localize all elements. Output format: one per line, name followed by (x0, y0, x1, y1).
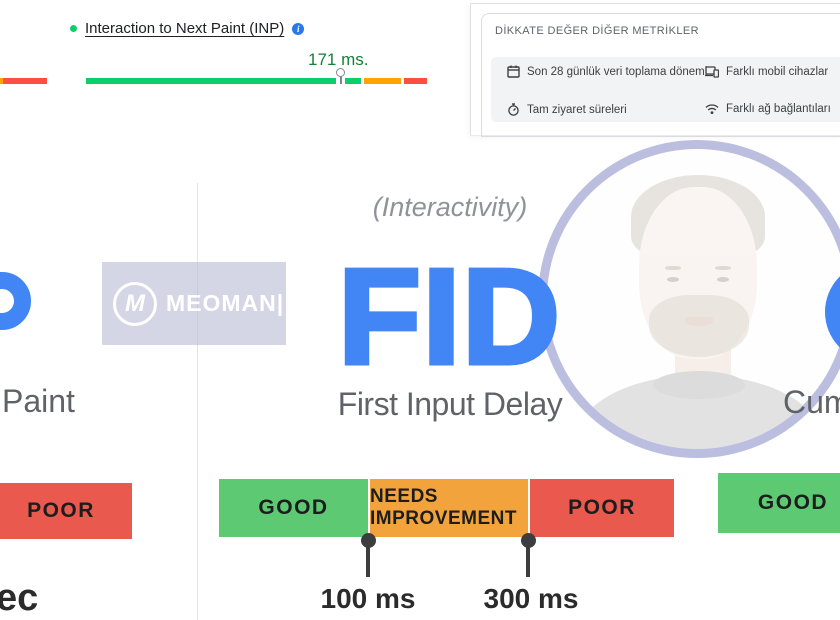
panel-item-label: Tam ziyaret süreleri (527, 103, 627, 116)
panel-item-network-connections: Farklı ağ bağlantıları (705, 103, 831, 115)
fid-subtitle: (Interactivity) (372, 192, 528, 222)
brand-watermark: M MEOMAN| (102, 262, 286, 345)
lcp-threshold-fragment: ec (0, 577, 39, 619)
panel-item-collection-period: Son 28 günlük veri toplama dönemi (507, 65, 707, 78)
panel-item-label: Farklı ağ bağlantıları (726, 103, 831, 115)
other-metrics-panel: DİKKATE DEĞER DİĞER METRİKLER Son 28 gün… (470, 3, 840, 137)
fid-acronym: FID (336, 241, 562, 392)
inp-metric-link[interactable]: Interaction to Next Paint (INP) (85, 20, 285, 37)
green-status-dot (70, 25, 77, 32)
poor-label: POOR (27, 499, 95, 522)
threshold-marker-stem (526, 547, 530, 577)
cls-good-bar: GOOD (718, 473, 840, 533)
threshold-marker-dot (521, 533, 536, 548)
threshold-marker-dot (361, 533, 376, 548)
threshold-100ms-label: 100 ms (320, 583, 416, 614)
avatar (538, 140, 840, 458)
panel-item-full-visit: Tam ziyaret süreleri (507, 103, 627, 116)
inp-value-label: 171 ms. (308, 50, 369, 69)
panel-item-label: Son 28 günlük veri toplama dönemi (527, 65, 708, 78)
prev-metric-bar-poor-segment (3, 78, 47, 84)
fid-good-bar: GOOD (219, 479, 368, 537)
lcp-partial-letter (0, 272, 31, 330)
inp-bar-poor-segment (404, 78, 427, 84)
person-photo (547, 149, 840, 449)
panel-title: DİKKATE DEĞER DİĞER METRİKLER (495, 25, 699, 37)
cls-title-fragment: Cum (783, 384, 840, 420)
inp-bar-good-segment (345, 78, 361, 84)
inp-value-marker-stem (340, 76, 342, 84)
other-metrics-section: DİKKATE DEĞER DİĞER METRİKLER Son 28 gün… (481, 13, 840, 137)
panel-item-label: Farklı mobil cihazlar (726, 65, 829, 78)
wifi-icon (705, 104, 719, 114)
panel-item-mobile-devices: Farklı mobil cihazlar (705, 65, 828, 78)
prev-metric-bar-needs-segment (0, 78, 3, 84)
panel-items-box: Son 28 günlük veri toplama dönemi Farklı… (491, 57, 840, 122)
inp-bar-good-segment (86, 78, 336, 84)
brand-logo-icon: M (113, 281, 157, 326)
good-label: GOOD (757, 491, 829, 514)
lcp-title-fragment: Paint (2, 383, 75, 419)
fid-title: First Input Delay (337, 386, 563, 422)
fid-needs-improvement-bar: NEEDS IMPROVEMENT (370, 479, 528, 537)
calendar-icon (507, 65, 520, 78)
devices-icon (705, 66, 719, 78)
threshold-300ms-label: 300 ms (483, 583, 579, 614)
brand-monogram: M (125, 289, 145, 317)
poor-label: POOR (568, 496, 636, 519)
inp-bar-needs-segment (364, 78, 401, 84)
needs-improvement-label: NEEDS IMPROVEMENT (370, 486, 517, 529)
stopwatch-icon (508, 103, 519, 116)
threshold-marker-stem (366, 547, 370, 577)
inp-legend: Interaction to Next Paint (INP) i (70, 20, 305, 37)
good-label: GOOD (258, 496, 329, 519)
column-divider (197, 183, 198, 620)
brand-name: MEOMAN| (166, 290, 285, 316)
fid-poor-bar: POOR (530, 479, 674, 537)
inp-value-marker-icon (336, 68, 345, 77)
info-icon[interactable]: i (292, 22, 305, 35)
lcp-poor-bar: POOR (0, 483, 132, 539)
